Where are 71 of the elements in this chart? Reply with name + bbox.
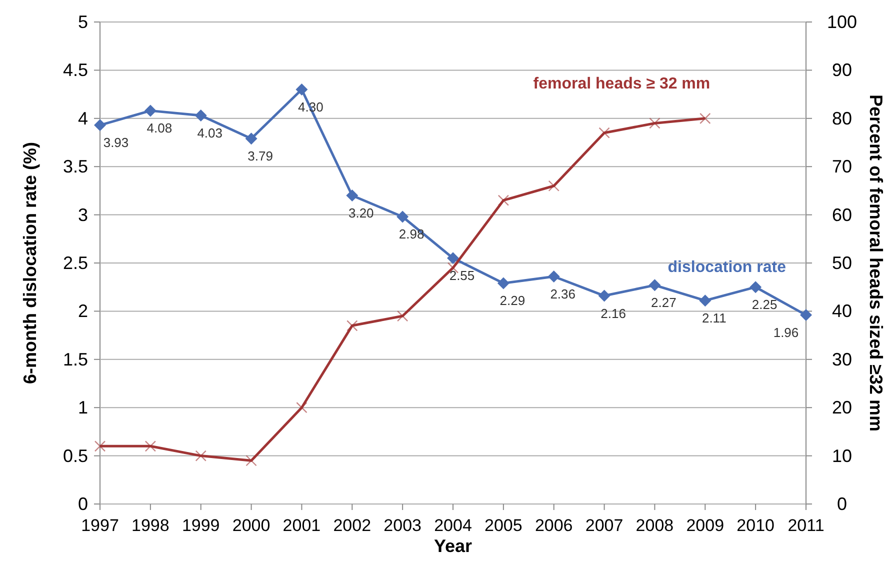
x-tick-label: 2005 [484, 516, 522, 535]
data-label: 2.36 [550, 286, 576, 302]
y-tick-label: 1.5 [62, 349, 88, 370]
x-tick-label: 2004 [434, 516, 472, 535]
y-tick-label: 2 [78, 301, 88, 322]
point [396, 210, 409, 223]
data-label: 1.96 [773, 325, 799, 340]
y2-tick-label: 50 [832, 253, 852, 273]
x-tick-label: 2003 [384, 516, 422, 535]
y-tick-label: 1 [78, 398, 88, 418]
y2-tick-label: 0 [836, 494, 848, 514]
y2-tick-label: 90 [832, 60, 852, 80]
y-tick-label: 4.5 [62, 60, 88, 80]
point [296, 83, 308, 96]
x-tick-label: 1998 [132, 516, 170, 535]
y2-axis-title: Percent of femoral heads sized ≥32 mm [866, 94, 886, 432]
y2-tick-label: 60 [832, 204, 852, 225]
data-label: 2.29 [500, 293, 526, 308]
y2-tick-label: 40 [832, 301, 852, 322]
data-label: 2.16 [600, 306, 626, 321]
point [548, 270, 560, 282]
x-tick-label: 2001 [282, 516, 321, 535]
series-label: dislocation rate [668, 259, 786, 276]
point [750, 281, 762, 294]
point [447, 252, 459, 264]
data-label: 2.55 [449, 268, 475, 284]
y-tick-label: 5 [78, 12, 88, 32]
y-tick-label: 0 [78, 494, 88, 514]
point [144, 104, 156, 117]
x-tick-label: 2006 [534, 516, 573, 535]
x-tick-label: 2009 [686, 516, 724, 535]
data-label: 3.93 [103, 135, 129, 150]
x-tick-label: 2010 [736, 516, 774, 535]
data-label: 2.98 [398, 226, 424, 242]
x-axis-title: Year [434, 536, 472, 556]
point [194, 110, 207, 122]
y-axis-title: 6-month dislocation rate (%) [20, 142, 40, 384]
data-label: 2.11 [702, 310, 726, 326]
x-tick-label: 1999 [182, 516, 220, 535]
y-tick-label: 3.5 [62, 156, 88, 177]
y2-tick-label: 100 [826, 12, 858, 32]
data-label: 4.03 [197, 126, 223, 141]
y2-tick-label: 20 [832, 398, 852, 418]
point [598, 290, 610, 302]
y2-tick-label: 70 [832, 156, 852, 177]
data-label: 2.27 [651, 295, 676, 310]
data-label: 4.08 [146, 120, 172, 136]
x-tick-label: 2008 [636, 516, 674, 535]
point [346, 190, 358, 202]
y2-tick-label: 10 [832, 446, 852, 466]
series-label: femoral heads ≥ 32 mm [533, 75, 710, 92]
data-label: 2.25 [752, 297, 778, 312]
y-tick-label: 2.5 [62, 253, 88, 273]
x-tick-label: 2002 [333, 516, 372, 535]
point [497, 277, 510, 290]
y-tick-label: 4 [78, 108, 88, 128]
x-tick-label: 1997 [81, 516, 119, 535]
data-label: 3.79 [248, 148, 273, 164]
point [699, 294, 712, 307]
point [245, 132, 258, 145]
x-tick-label: 2007 [585, 516, 624, 535]
x-tick-label: 2000 [232, 516, 270, 535]
point [648, 279, 661, 292]
y2-tick-label: 30 [832, 349, 852, 370]
y2-tick-label: 80 [832, 108, 852, 128]
data-label: 3.20 [348, 206, 374, 221]
x-tick-label: 2011 [788, 516, 824, 535]
y-tick-label: 3 [78, 204, 88, 225]
point [94, 119, 106, 132]
y-tick-label: 0.5 [62, 446, 88, 466]
point [800, 309, 812, 322]
